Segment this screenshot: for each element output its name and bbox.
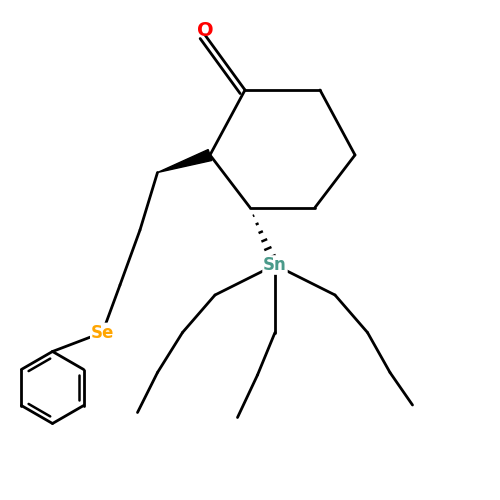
Text: O: O [196,22,214,40]
Polygon shape [158,150,212,172]
Text: Se: Se [91,324,114,342]
Text: Sn: Sn [263,256,287,274]
